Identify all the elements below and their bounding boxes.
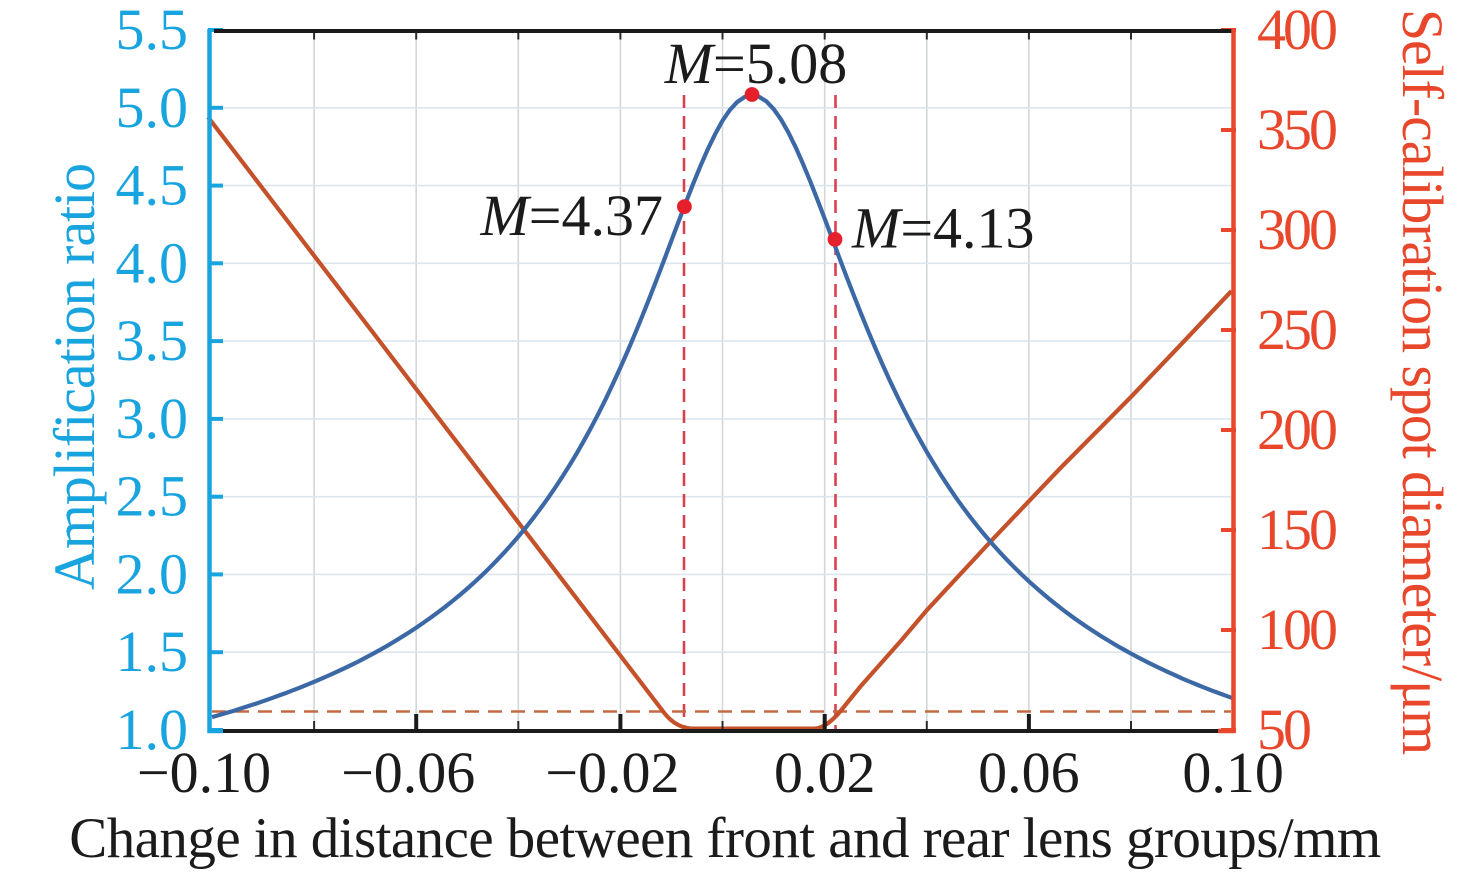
svg-text:M=5.08: M=5.08 [664,31,848,96]
svg-text:0.06: 0.06 [978,740,1080,805]
svg-text:2.0: 2.0 [116,541,189,606]
svg-text:0.10: 0.10 [1182,740,1284,805]
svg-text:200: 200 [1257,397,1336,462]
svg-text:M=4.13: M=4.13 [851,196,1035,261]
svg-text:5.5: 5.5 [116,0,189,62]
svg-text:1.0: 1.0 [116,697,189,762]
svg-text:2.5: 2.5 [116,464,189,529]
svg-text:250: 250 [1257,297,1336,362]
svg-text:3.0: 3.0 [116,386,189,451]
svg-text:Amplification ratio: Amplification ratio [42,164,107,590]
svg-text:3.5: 3.5 [116,308,189,373]
svg-text:350: 350 [1257,97,1336,162]
svg-text:Self-calibration spot diameter: Self-calibration spot diameter/μm [1390,9,1455,755]
svg-text:4.0: 4.0 [116,230,189,295]
svg-text:0.02: 0.02 [774,740,876,805]
svg-text:M=4.37: M=4.37 [479,183,663,248]
svg-text:−0.02: −0.02 [545,740,679,805]
svg-text:4.5: 4.5 [116,153,189,218]
svg-text:−0.10: −0.10 [137,740,271,805]
svg-text:400: 400 [1257,0,1336,62]
svg-text:50: 50 [1257,697,1310,762]
svg-text:5.0: 5.0 [116,75,189,140]
svg-text:100: 100 [1257,597,1336,662]
svg-text:150: 150 [1257,497,1336,562]
svg-text:300: 300 [1257,197,1336,262]
svg-text:1.5: 1.5 [116,619,189,684]
svg-text:−0.06: −0.06 [341,740,475,805]
svg-text:Change in distance between fro: Change in distance between front and rea… [69,807,1381,870]
